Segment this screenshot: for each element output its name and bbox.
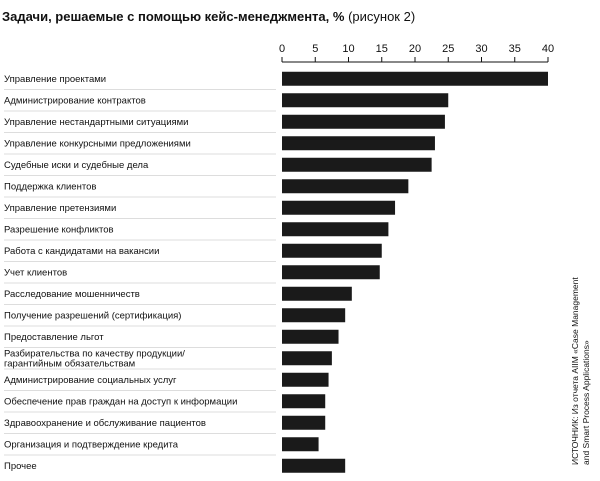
x-tick-label: 20 [409,43,421,55]
category-label: Судебные иски и судебные дела [4,160,149,171]
source-line-2: and Smart Process Applications» [581,340,591,465]
category-label: Обеспечение прав граждан на доступ к инф… [4,396,237,407]
chart-title-main: Задачи, решаемые с помощью кейс-менеджме… [2,9,345,24]
bar [282,114,445,129]
bars [282,71,548,473]
x-tick-label: 5 [312,43,318,55]
x-tick-label: 35 [509,43,521,55]
bar [282,415,326,430]
bar [282,200,396,215]
category-label: Управление нестандартными ситуациями [4,117,188,128]
category-label: Управление конкурсными предложениями [4,138,191,149]
category-label: Предоставление льгот [4,332,104,343]
bar [282,351,332,366]
category-label: Управление претензиями [4,203,116,214]
category-label: Здравоохранение и обслуживание пациентов [4,418,206,429]
category-label: Получение разрешений (сертификация) [4,310,181,321]
x-tick-label: 10 [342,43,354,55]
category-label: Расследование мошенничеств [4,289,140,300]
category-label: Учет клиентов [4,267,67,278]
category-labels: Управление проектами Администрирование ко… [4,74,276,472]
bar [282,93,449,108]
bar [282,243,382,258]
bar [282,265,380,280]
category-label: Администрирование социальных услуг [4,375,177,386]
bar [282,308,346,323]
bar [282,179,409,194]
source-note: ИСТОЧНИК: Из отчета AIIM «Case Managemen… [570,277,591,465]
chart-subtitle: (рисунок 2) [348,9,416,24]
bar [282,71,548,86]
source-line-1: ИСТОЧНИК: Из отчета AIIM «Case Managemen… [570,277,580,465]
bar [282,329,339,344]
category-label: гарантийным обязательствам [4,358,135,369]
category-label: Поддержка клиентов [4,181,96,192]
bar [282,437,319,452]
x-axis-ticks: 0 5 10 15 20 25 30 35 40 [279,43,554,62]
category-label: Разрешение конфликтов [4,224,114,235]
x-tick-label: 40 [542,43,554,55]
bar [282,222,389,237]
category-label: Управление проектами [4,74,106,85]
category-label: Прочее [4,461,37,472]
bar [282,394,326,409]
category-label: Разбирательства по качеству продукции/ [4,348,185,359]
bar [282,136,435,151]
category-label: Администрирование контрактов [4,95,146,106]
bar [282,286,352,301]
x-tick-label: 0 [279,43,285,55]
bar [282,157,432,172]
bar [282,372,329,387]
x-tick-label: 25 [442,43,454,55]
category-label: Работа с кандидатами на вакансии [4,246,159,257]
x-tick-label: 30 [475,43,487,55]
chart-title: Задачи, решаемые с помощью кейс-менеджме… [2,9,562,24]
x-tick-label: 15 [376,43,388,55]
category-label: Организация и подтверждение кредита [4,439,179,450]
bar [282,458,346,473]
